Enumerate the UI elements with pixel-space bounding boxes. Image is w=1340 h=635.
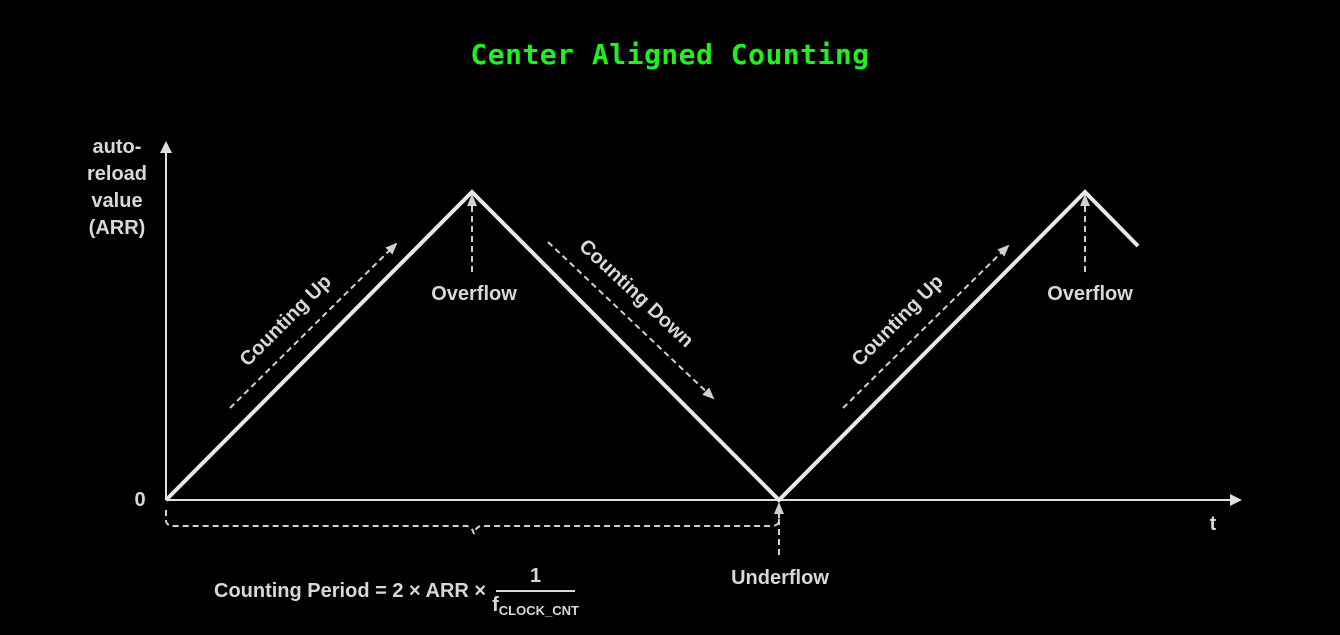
formula-numerator: 1 [495,565,576,592]
counter-waveform [164,189,1140,503]
y-axis-label-line: auto- [92,136,142,158]
overflow-label: Overflow [1047,283,1133,305]
y-origin-label: 0 [134,489,145,511]
counting-up-arrow [229,242,398,409]
diagram-title: Center Aligned Counting [470,38,870,71]
counting-up-label: Counting Up [236,271,336,371]
counting-down-label: Counting Down [575,235,698,352]
underflow-label: Underflow [731,567,829,589]
period-brace [165,510,780,535]
formula-denominator: fCLOCK_CNT [492,592,579,618]
counting-down-arrow [547,241,715,400]
counting-period-formula: Counting Period = 2 × ARR × 1 fCLOCK_CNT [214,565,579,618]
y-axis-label-line: value [91,190,143,212]
overflow-label: Overflow [431,283,517,305]
x-axis-label: t [1210,513,1217,535]
formula-denominator-sub: CLOCK_CNT [498,603,579,618]
counting-up-arrow [842,244,1010,409]
y-axis-label-line: reload [86,163,148,185]
y-axis-label: auto- reload value (ARR) [72,134,162,242]
formula-fraction: 1 fCLOCK_CNT [492,565,579,618]
formula-prefix: Counting Period = 2 × ARR × [214,580,487,602]
formula-denominator-main: f [492,594,499,616]
y-axis-label-line: (ARR) [88,217,146,239]
